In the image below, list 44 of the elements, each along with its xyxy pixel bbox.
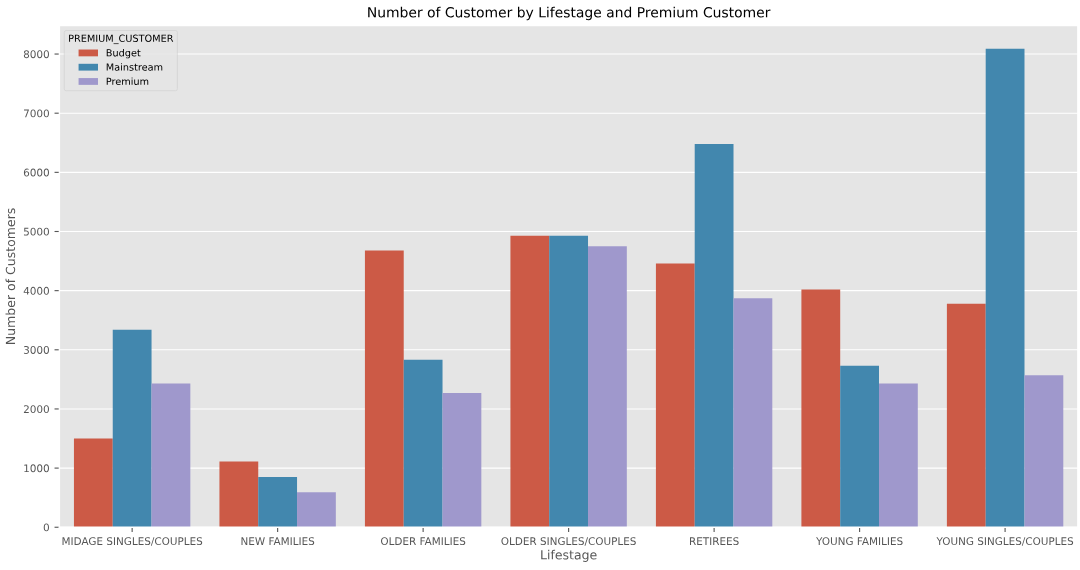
bar	[588, 246, 627, 528]
bar	[403, 359, 443, 528]
y-tick-label: 4000	[23, 286, 49, 295]
x-tick-label: OLDER FAMILIES	[380, 537, 466, 546]
legend-title: PREMIUM_CUSTOMER	[69, 34, 174, 45]
y-tick-label: 1000	[24, 464, 49, 473]
bar	[879, 383, 918, 528]
bar	[112, 329, 152, 528]
y-tick-label: 7000	[24, 109, 49, 118]
x-tick-label: MIDAGE SINGLES/COUPLES	[62, 537, 203, 546]
bar	[219, 461, 259, 528]
bar	[549, 235, 589, 528]
bar	[733, 298, 773, 528]
y-tick-label: 0	[43, 523, 49, 532]
x-tick-label: YOUNG FAMILIES	[816, 537, 903, 546]
bar	[985, 48, 1025, 528]
bar	[655, 263, 695, 528]
bar	[510, 235, 550, 528]
legend-label: Premium	[106, 77, 149, 86]
legend-label: Mainstream	[106, 63, 163, 71]
y-tick-label: 2000	[23, 405, 49, 414]
bar	[801, 289, 841, 528]
y-tick-label: 5000	[23, 227, 49, 236]
bar	[946, 303, 986, 528]
x-tick-label: YOUNG SINGLES/COUPLES	[936, 537, 1074, 546]
bar	[1024, 375, 1064, 528]
bar	[364, 250, 404, 528]
bar	[694, 143, 734, 528]
x-tick-label: OLDER SINGLES/COUPLES	[501, 537, 636, 546]
x-tick-label: NEW FAMILIES	[241, 537, 315, 546]
bar	[442, 392, 482, 528]
y-tick-label: 8000	[23, 50, 49, 59]
legend-label: Budget	[106, 48, 141, 59]
x-axis-title: Lifestage	[541, 549, 597, 562]
y-axis-title: Number of Customers	[5, 208, 16, 344]
chart-title: Number of Customer by Lifestage and Premium Customer	[368, 6, 771, 21]
bar	[258, 476, 298, 528]
bar	[297, 492, 336, 528]
y-tick-label: 6000	[23, 168, 49, 177]
x-tick-label: RETIREES	[690, 537, 739, 546]
bar	[151, 383, 191, 528]
bar	[840, 365, 879, 528]
y-tick-label: 3000	[23, 346, 49, 354]
bar	[73, 438, 113, 528]
